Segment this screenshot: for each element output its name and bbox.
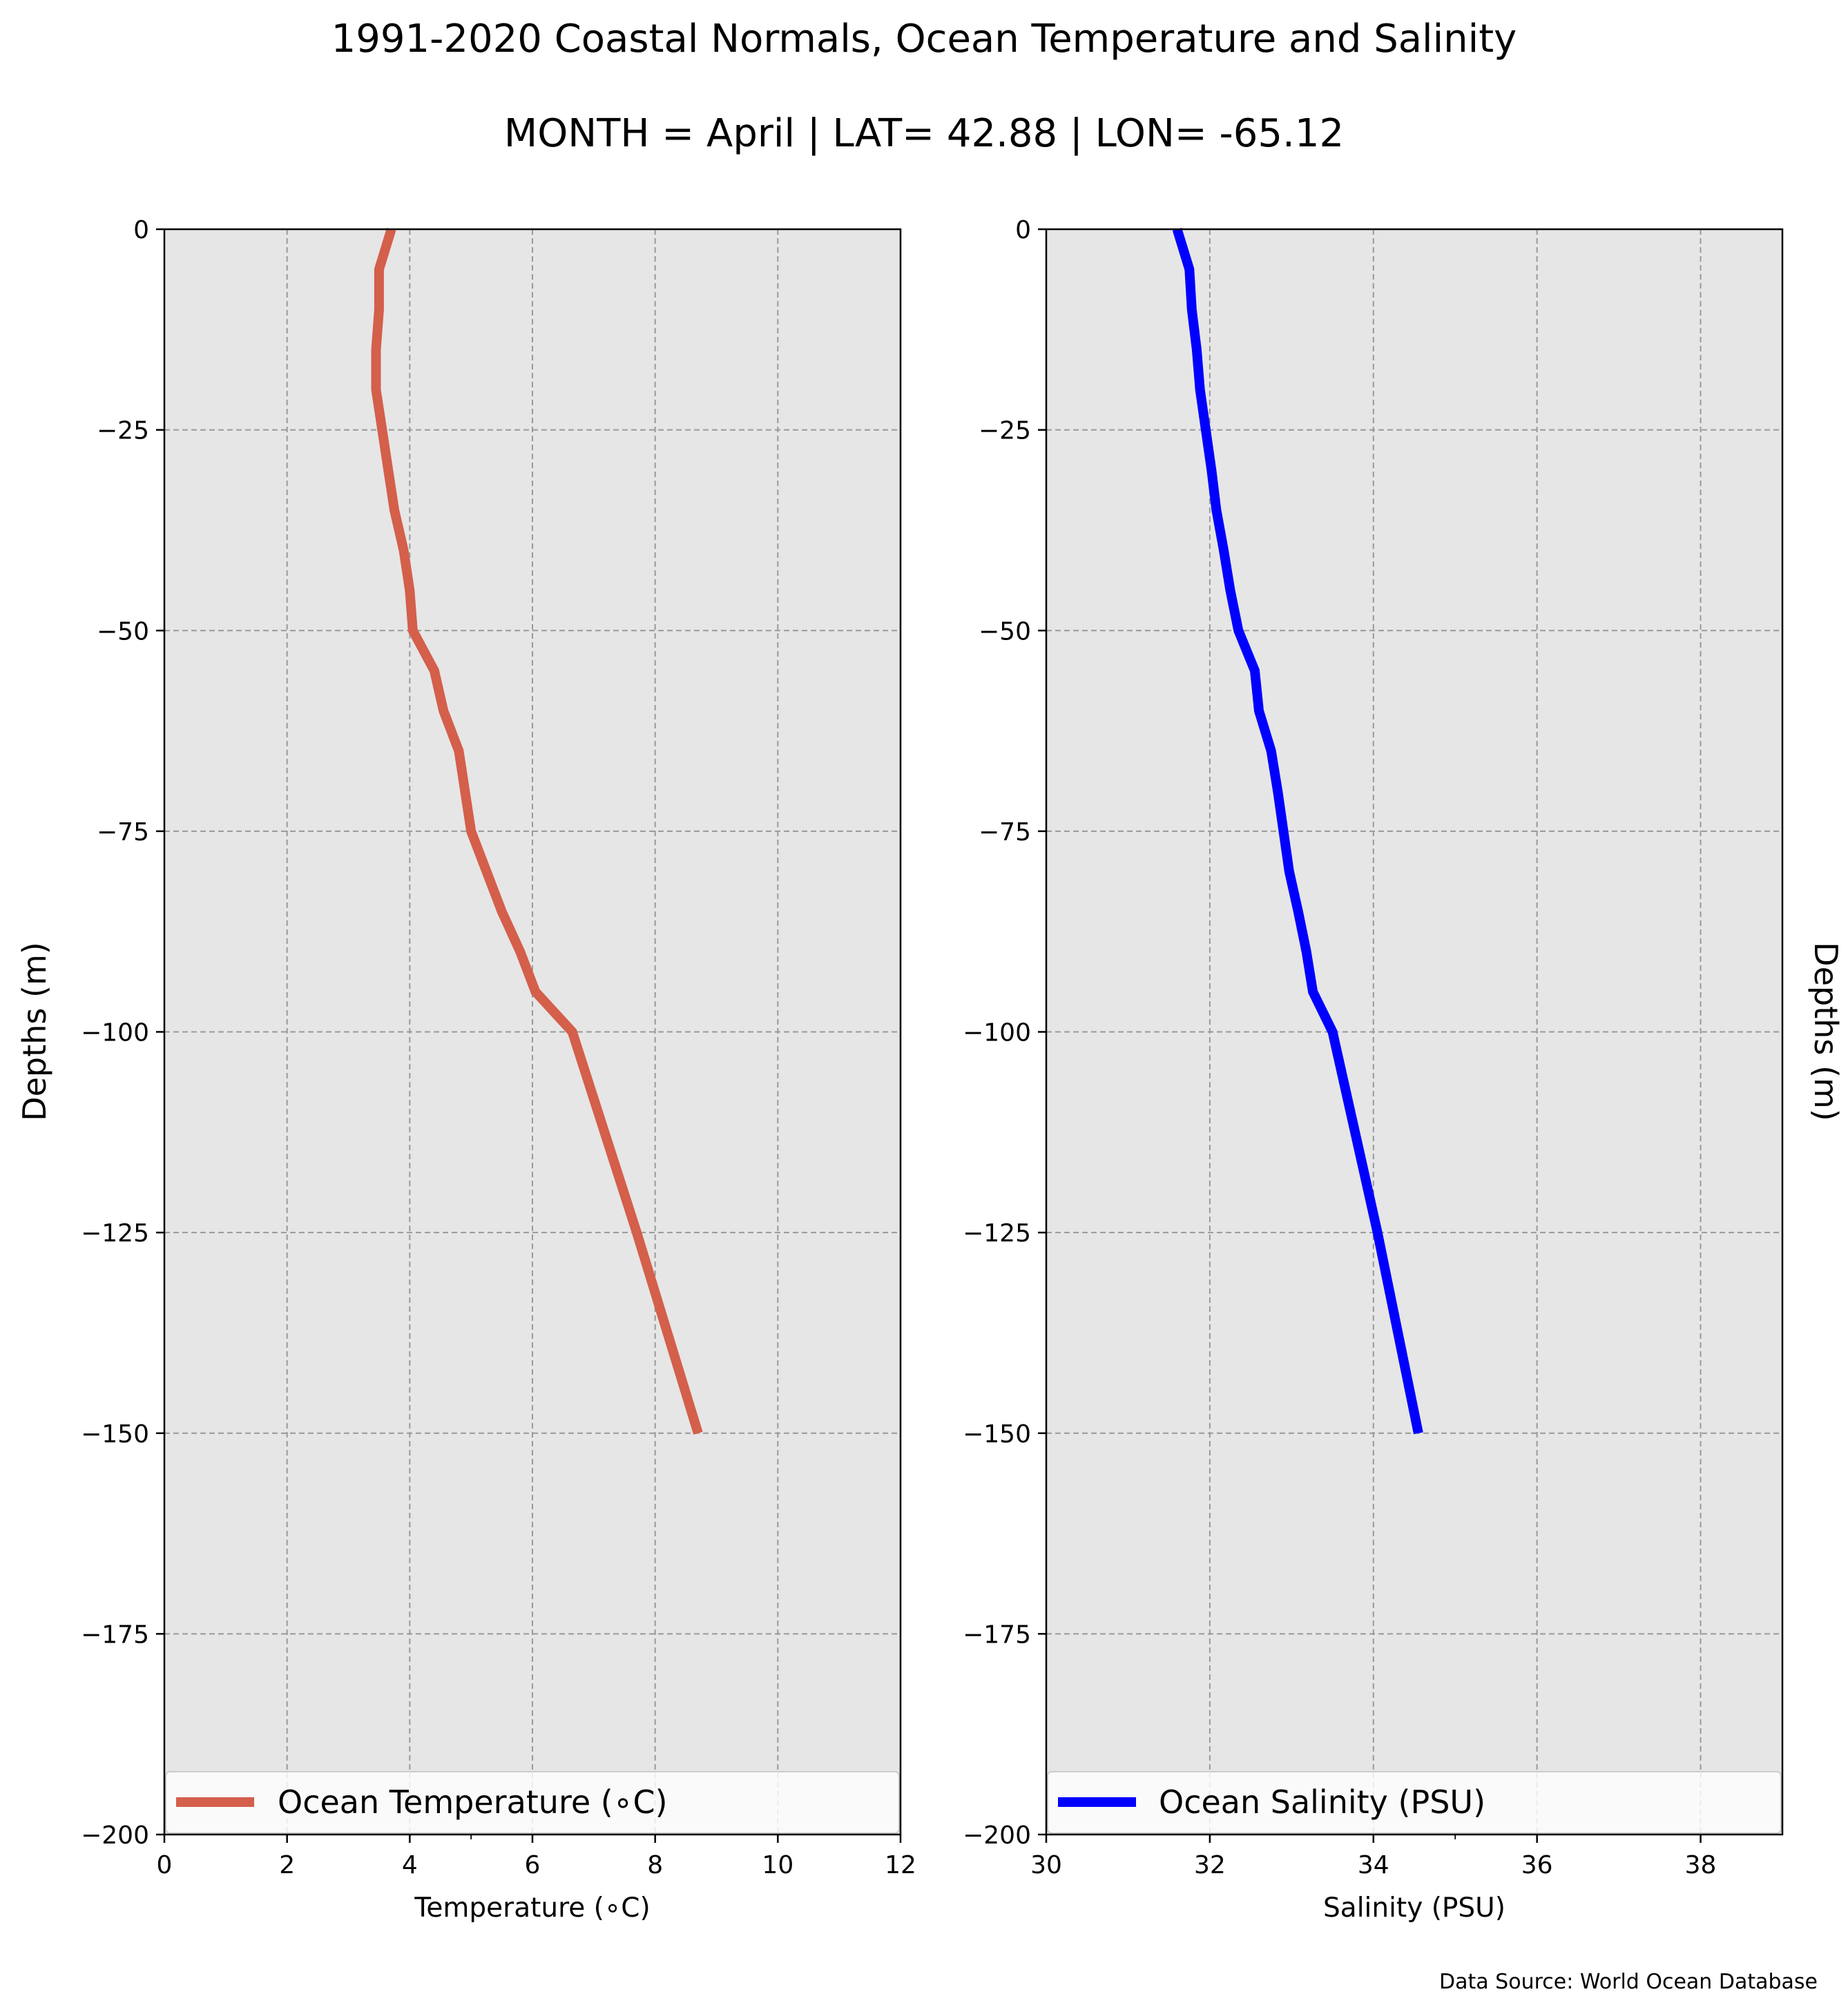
salinity-y-tick-label: −25 xyxy=(979,417,1031,445)
salinity-y-tick-label: −175 xyxy=(963,1620,1031,1649)
temperature-y-tick-label: −75 xyxy=(97,818,149,846)
salinity-y-tick-label: −75 xyxy=(979,818,1031,846)
temperature-y-tick-label: −25 xyxy=(97,417,149,445)
temperature-x-axis: 0 2 4 6 8 10 12 xyxy=(157,1835,916,1879)
temperature-x-tick-label: 6 xyxy=(525,1851,541,1879)
temperature-panel: Ocean Temperature (∘C) 0 2 4 6 8 10 12 0 −25 −50… xyxy=(16,216,916,1924)
salinity-x-axis-label: Salinity (PSU) xyxy=(1323,1893,1505,1924)
salinity-x-tick-label: 30 xyxy=(1030,1851,1062,1879)
temperature-x-axis-label: Temperature (∘C) xyxy=(414,1893,651,1924)
temperature-legend-label: Ocean Temperature (∘C) xyxy=(278,1783,668,1821)
salinity-x-tick-label: 32 xyxy=(1194,1851,1226,1879)
temperature-y-tick-label: 0 xyxy=(133,216,149,244)
temperature-y-tick-label: −150 xyxy=(81,1420,149,1449)
chart-subtitle: MONTH = April | LAT= 42.88 | LON= -65.12 xyxy=(504,111,1344,156)
salinity-y-tick-label: −125 xyxy=(963,1219,1031,1248)
salinity-y-tick-label: −200 xyxy=(963,1821,1031,1850)
temperature-y-axis-label: Depths (m) xyxy=(16,942,53,1121)
salinity-x-tick-label: 34 xyxy=(1358,1851,1389,1879)
temperature-x-tick-label: 12 xyxy=(885,1851,916,1879)
temperature-series-layer xyxy=(371,227,703,1435)
salinity-y-tick-label: 0 xyxy=(1015,216,1031,244)
salinity-series-layer xyxy=(1172,227,1423,1435)
temperature-y-tick-label: −175 xyxy=(81,1620,149,1649)
salinity-legend-box xyxy=(1047,1771,1782,1834)
temperature-y-axis: 0 −25 −50 −75 −100 −125 −150 −175 −200 xyxy=(81,216,164,1850)
salinity-y-tick-label: −150 xyxy=(963,1420,1031,1449)
temperature-y-tick-label: −125 xyxy=(81,1219,149,1248)
salinity-profile-line xyxy=(1172,227,1423,1435)
temperature-legend: Ocean Temperature (∘C) xyxy=(165,1771,900,1834)
temperature-y-tick-label: −100 xyxy=(81,1019,149,1047)
salinity-legend: Ocean Salinity (PSU) xyxy=(1047,1771,1782,1834)
salinity-x-tick-label: 38 xyxy=(1685,1851,1717,1879)
salinity-y-tick-label: −100 xyxy=(963,1019,1031,1047)
temperature-x-tick-label: 10 xyxy=(762,1851,793,1879)
salinity-x-axis: 30 32 34 36 38 xyxy=(1030,1835,1716,1879)
salinity-y-axis-label: Depths (m) xyxy=(1807,942,1845,1121)
salinity-x-tick-label: 36 xyxy=(1521,1851,1553,1879)
temperature-profile-line xyxy=(371,227,703,1435)
temperature-x-tick-label: 0 xyxy=(157,1851,173,1879)
chart-title: 1991-2020 Coastal Normals, Ocean Tempera… xyxy=(331,17,1517,61)
salinity-panel: Ocean Salinity (PSU) 30 32 34 36 38 0 −25 −50 −… xyxy=(963,216,1845,1924)
salinity-y-tick-label: −50 xyxy=(979,617,1031,646)
temperature-x-tick-label: 2 xyxy=(279,1851,295,1879)
salinity-legend-label: Ocean Salinity (PSU) xyxy=(1159,1783,1485,1821)
salinity-y-axis: 0 −25 −50 −75 −100 −125 −150 −175 −200 xyxy=(963,216,1046,1850)
temperature-y-tick-label: −200 xyxy=(81,1821,149,1850)
temperature-x-tick-label: 8 xyxy=(647,1851,663,1879)
temperature-y-tick-label: −50 xyxy=(97,617,149,646)
temperature-x-tick-label: 4 xyxy=(402,1851,418,1879)
data-source-note: Data Source: World Ocean Database xyxy=(1439,1970,1818,1994)
temperature-legend-box xyxy=(165,1771,900,1834)
